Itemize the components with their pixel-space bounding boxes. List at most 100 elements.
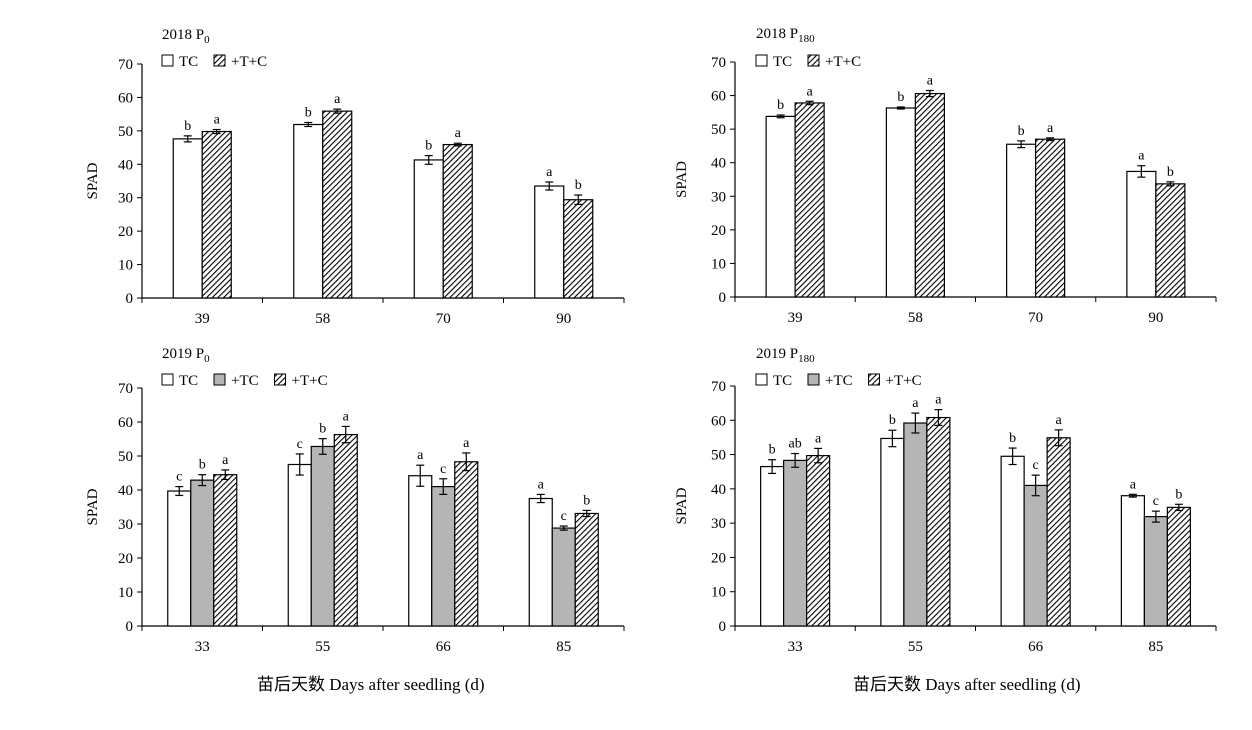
x-tick-label: 66 (1028, 639, 1044, 655)
bar (1046, 437, 1071, 627)
y-tick-label: 40 (118, 483, 133, 499)
bar (574, 512, 599, 627)
y-tick-label: 70 (118, 57, 133, 73)
y-tick-label: 20 (118, 551, 133, 567)
legend-swatch (213, 54, 226, 67)
y-axis-label: SPAD (85, 488, 101, 525)
significance-letter: b (583, 493, 590, 508)
y-tick-label: 50 (118, 449, 133, 465)
x-tick-label: 66 (436, 639, 452, 655)
y-tick-label: 20 (118, 224, 133, 240)
significance-letter: a (546, 165, 553, 180)
bar (213, 474, 238, 627)
x-tick-label: 70 (1028, 310, 1043, 326)
legend-label: +T+C (231, 54, 267, 70)
bar (760, 465, 785, 627)
x-tick-label: 58 (315, 311, 330, 327)
x-tick-label: 55 (315, 639, 330, 655)
bar (765, 115, 796, 298)
y-tick-label: 40 (711, 482, 726, 498)
legend-swatch (274, 373, 286, 386)
bar (534, 185, 565, 299)
bar (413, 159, 444, 299)
x-tick-label: 55 (908, 639, 923, 655)
bar (287, 463, 312, 627)
significance-letter: a (455, 126, 462, 141)
significance-letter: a (343, 409, 350, 424)
y-tick-label: 50 (711, 122, 726, 138)
bar (903, 422, 928, 627)
bar (1155, 183, 1186, 298)
bar (454, 461, 479, 627)
significance-letter: b (897, 90, 904, 105)
y-tick-label: 60 (711, 89, 726, 105)
y-tick-label: 30 (711, 516, 726, 532)
legend-swatch (213, 373, 226, 386)
bar (442, 143, 473, 299)
legend-swatch (868, 373, 880, 386)
significance-letter: a (912, 396, 919, 411)
y-tick-label: 60 (118, 90, 133, 106)
significance-letter: c (561, 509, 567, 524)
y-tick-label: 10 (711, 256, 726, 272)
bar (201, 130, 232, 299)
x-axis-caption-right: 苗后天数 Days after seedling (d) (853, 675, 1081, 694)
bar (1000, 455, 1025, 627)
bar (528, 497, 553, 627)
panel-title: 2018 P180 (756, 26, 815, 45)
significance-letter: b (184, 119, 191, 134)
x-tick-label: 39 (195, 311, 210, 327)
bar (293, 123, 324, 299)
significance-letter: b (1167, 165, 1174, 180)
significance-letter: a (1047, 121, 1054, 136)
legend-label: TC (773, 373, 792, 389)
y-tick-label: 0 (719, 619, 727, 635)
significance-letter: b (575, 178, 582, 193)
significance-letter: a (1056, 413, 1063, 428)
bar (1120, 495, 1145, 627)
y-tick-label: 40 (118, 157, 133, 173)
legend-label: TC (773, 54, 792, 70)
panel-title: 2018 P0 (162, 27, 210, 46)
significance-letter: c (1153, 494, 1159, 509)
significance-letter: c (176, 470, 182, 485)
significance-letter: b (319, 422, 326, 437)
y-tick-label: 60 (711, 413, 726, 429)
bar (333, 433, 358, 627)
legend-label: +TC (231, 373, 259, 389)
bar (1166, 506, 1191, 627)
significance-letter: a (334, 92, 341, 107)
bar (1006, 143, 1037, 298)
x-tick-label: 58 (908, 310, 923, 326)
bar (1143, 516, 1168, 627)
legend-swatch (161, 54, 174, 67)
x-tick-label: 33 (788, 639, 803, 655)
x-tick-label: 85 (1148, 639, 1163, 655)
bar (431, 486, 456, 627)
x-tick-label: 33 (195, 639, 210, 655)
y-tick-label: 10 (118, 585, 133, 601)
y-tick-label: 30 (118, 191, 133, 207)
y-tick-label: 10 (711, 585, 726, 601)
y-tick-label: 50 (711, 448, 726, 464)
significance-letter: c (1033, 458, 1039, 473)
bar (190, 479, 215, 627)
significance-letter: a (538, 477, 545, 492)
significance-letter: a (463, 436, 470, 451)
significance-letter: a (1138, 149, 1145, 164)
significance-letter: b (1018, 124, 1025, 139)
bar (167, 490, 192, 627)
bar (926, 416, 951, 627)
significance-letter: a (222, 453, 229, 468)
bar (310, 445, 335, 627)
panel-title: 2019 P180 (756, 346, 815, 365)
legend-label: +T+C (886, 373, 922, 389)
legend-label: TC (179, 373, 198, 389)
y-tick-label: 30 (118, 517, 133, 533)
significance-letter: b (777, 98, 784, 113)
significance-letter: b (769, 443, 776, 458)
y-tick-label: 0 (719, 290, 727, 306)
y-tick-label: 0 (126, 291, 134, 307)
